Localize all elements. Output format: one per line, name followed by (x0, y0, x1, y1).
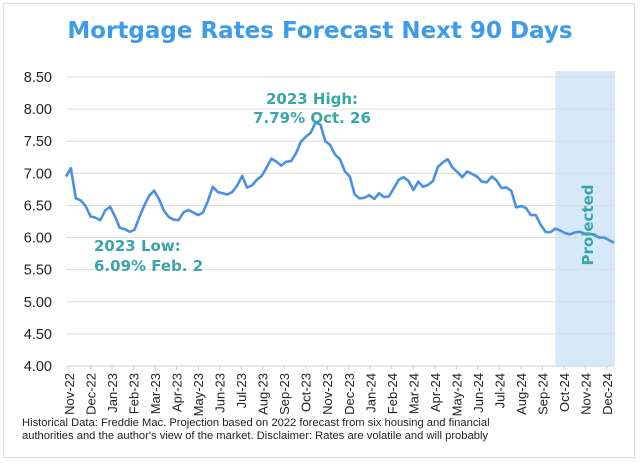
chart-frame (3, 3, 635, 458)
x-tick-label: Oct-23 (299, 373, 314, 412)
x-tick-label: Nov-22 (62, 373, 77, 415)
y-tick-label: 8.50 (24, 70, 52, 86)
footnote: Historical Data: Freddie Mac. Projection… (22, 417, 622, 442)
annotation-low-line2: 6.09% Feb. 2 (94, 257, 203, 275)
annotation-high-line1: 2023 High: (266, 90, 358, 108)
annotation-projected: Projected (579, 185, 597, 266)
x-tick-label: Apr-24 (428, 373, 443, 412)
x-tick-label: Aug-24 (514, 373, 529, 415)
x-tick-label: Sep-23 (277, 373, 292, 415)
y-tick-label: 4.50 (24, 327, 52, 343)
y-tick-label: 5.00 (24, 295, 52, 311)
projected-rate-line (549, 227, 615, 244)
x-tick-label: Jun-23 (213, 373, 228, 413)
x-tick-label: Jan-24 (363, 373, 378, 413)
y-tick-label: 6.00 (24, 231, 52, 247)
annotation-low-line1: 2023 Low: (94, 237, 181, 255)
x-tick-label: Mar-23 (148, 373, 163, 414)
projected-band (555, 71, 615, 366)
x-tick-label: Feb-23 (127, 373, 142, 414)
annotation-high-line2: 7.79% Oct. 26 (253, 109, 371, 127)
x-tick-label: Aug-23 (256, 373, 271, 415)
x-tick-label: Jul-24 (492, 373, 507, 408)
x-tick-label: Dec-23 (342, 373, 357, 415)
y-tick-label: 8.00 (24, 102, 52, 118)
x-tick-label: Nov-24 (578, 373, 593, 415)
x-tick-label: Feb-24 (385, 373, 400, 414)
y-tick-label: 6.50 (24, 198, 52, 214)
x-tick-label: Jan-23 (105, 373, 120, 413)
y-tick-label: 7.50 (24, 134, 52, 150)
x-tick-label: Dec-24 (600, 373, 615, 415)
chart-title: Mortgage Rates Forecast Next 90 Days (67, 18, 573, 44)
x-tick-label: Mar-24 (406, 373, 421, 414)
x-tick-label: Jul-23 (234, 373, 249, 408)
x-tick-label: Jun-24 (471, 373, 486, 413)
y-tick-label: 5.50 (24, 263, 52, 279)
x-tick-label: Sep-24 (535, 373, 550, 415)
historical-rate-line (64, 121, 551, 234)
x-tick-label: May-23 (191, 373, 206, 416)
y-tick-label: 7.00 (24, 166, 52, 182)
y-tick-label: 4.00 (24, 359, 52, 375)
x-tick-label: Dec-22 (84, 373, 99, 415)
x-tick-label: Nov-23 (320, 373, 335, 415)
footnote-line1: Historical Data: Freddie Mac. Projection… (22, 417, 490, 429)
footnote-line2: authorities and the author's view of the… (22, 429, 489, 442)
x-tick-label: Apr-23 (170, 373, 185, 412)
x-tick-label: Oct-24 (557, 373, 572, 412)
x-tick-label: May-24 (449, 373, 464, 416)
